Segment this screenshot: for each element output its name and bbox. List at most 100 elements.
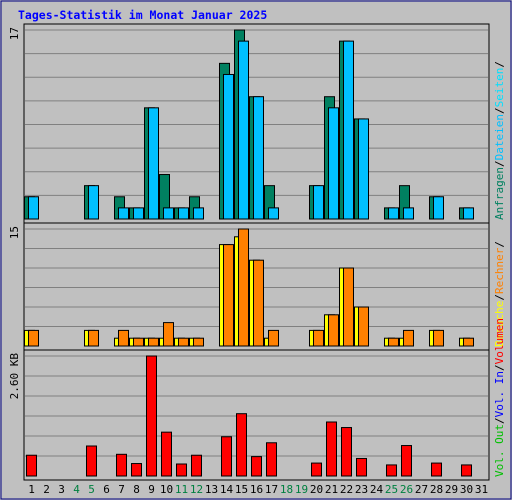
x-tick-label-day-12: 12 <box>190 483 203 496</box>
bar-rechner-day-16 <box>253 259 264 347</box>
side-legend-item: / <box>493 241 506 248</box>
bar-volumen-day-1 <box>26 454 37 477</box>
bar-rechner-day-22 <box>343 267 354 347</box>
panel-volume: 2.60 KB Vol. Out/Vol. In/Volumen <box>8 318 506 481</box>
side-legend-item: Volumen <box>493 318 506 364</box>
bar-volumen-day-26 <box>401 445 412 477</box>
x-tick-label-day-28: 28 <box>430 483 443 496</box>
x-tick-label-day-13: 13 <box>205 483 218 496</box>
bar-rechner-day-9 <box>148 337 159 347</box>
bar-rechner-day-1 <box>28 329 39 347</box>
bar-volumen-day-7 <box>116 453 127 477</box>
bar-rechner-day-12 <box>193 337 204 347</box>
x-axis: 1 2 3 4 5 6 7 8 9 10 11 12 13 14 15 16 17 18 19 20 21 22 23 24 2… <box>28 483 488 496</box>
bar-volumen-day-30 <box>461 464 472 477</box>
x-tick-label-day-24: 24 <box>370 483 384 496</box>
side-legend-item: / <box>493 61 506 68</box>
side-legend-item: / <box>493 364 506 371</box>
x-tick-label-day-29: 29 <box>445 483 458 496</box>
bar-dateien-day-25 <box>388 207 399 220</box>
x-tick-label-day-7: 7 <box>118 483 125 496</box>
bar-dateien-day-15 <box>238 40 249 220</box>
bar-rechner-day-25 <box>388 337 399 347</box>
x-tick-label-day-2: 2 <box>43 483 50 496</box>
x-tick-label-day-9: 9 <box>148 483 155 496</box>
bar-volumen-day-12 <box>191 454 202 477</box>
x-tick-label-day-3: 3 <box>58 483 65 496</box>
bar-dateien-day-9 <box>148 107 159 220</box>
panels-layer: 17Anfragen/Dateien/Seiten/15Besuche/Rech… <box>8 23 506 481</box>
side-legend-item: / <box>493 160 506 167</box>
bar-dateien-day-10 <box>163 207 174 220</box>
x-tick-label-day-5: 5 <box>88 483 95 496</box>
bar-volumen-day-17 <box>266 442 277 477</box>
x-tick-label-day-21: 21 <box>325 483 338 496</box>
x-tick-label-day-18: 18 <box>280 483 293 496</box>
x-tick-label-day-17: 17 <box>265 483 278 496</box>
side-legend-item: Seiten <box>493 68 506 108</box>
bar-dateien-day-16 <box>253 96 264 220</box>
bar-dateien-day-11 <box>178 207 189 220</box>
bar-dateien-day-21 <box>328 107 339 220</box>
bar-volumen-day-11 <box>176 463 187 477</box>
bar-volumen-day-23 <box>356 457 367 477</box>
bar-dateien-day-28 <box>433 196 444 220</box>
bar-rechner-day-8 <box>133 337 144 347</box>
x-tick-label-day-16: 16 <box>250 483 263 496</box>
panel-max-label: 17 <box>8 27 21 40</box>
x-tick-label-day-31: 31 <box>475 483 488 496</box>
x-tick-label-day-22: 22 <box>340 483 353 496</box>
side-legend: Vol. Out/Vol. In/Volumen <box>493 318 506 477</box>
bar-dateien-day-8 <box>133 207 144 220</box>
bar-volumen-day-5 <box>86 445 97 477</box>
bar-rechner-day-20 <box>313 329 324 347</box>
bar-rechner-day-10 <box>163 322 174 347</box>
bar-volumen-day-25 <box>386 464 397 477</box>
bar-rechner-day-15 <box>238 228 249 347</box>
bar-volumen-day-28 <box>431 462 442 477</box>
bar-dateien-day-5 <box>88 185 99 220</box>
x-tick-label-day-1: 1 <box>28 483 35 496</box>
bar-volumen-day-14 <box>221 436 232 477</box>
x-tick-label-day-4: 4 <box>73 483 80 496</box>
bar-dateien-day-20 <box>313 185 324 220</box>
side-legend-item: / <box>493 417 506 424</box>
side-legend-item: / <box>493 294 506 301</box>
bar-dateien-day-23 <box>358 118 369 220</box>
side-legend-item: Anfragen <box>493 167 506 220</box>
bar-dateien-day-30 <box>463 207 474 220</box>
side-legend-item: Besuche <box>493 301 506 347</box>
bar-dateien-day-14 <box>223 73 234 220</box>
x-tick-label-day-14: 14 <box>220 483 234 496</box>
bar-rechner-day-26 <box>403 329 414 347</box>
bar-dateien-day-26 <box>403 207 414 220</box>
side-legend: Anfragen/Dateien/Seiten/ <box>493 61 506 220</box>
x-tick-label-day-20: 20 <box>310 483 323 496</box>
panel-max-label: 2.60 KB <box>8 353 21 400</box>
x-tick-label-day-6: 6 <box>103 483 110 496</box>
x-tick-label-day-11: 11 <box>175 483 188 496</box>
bar-rechner-day-11 <box>178 337 189 347</box>
bar-rechner-day-5 <box>88 329 99 347</box>
x-tick-label-day-25: 25 <box>385 483 398 496</box>
bar-volumen-day-21 <box>326 421 337 477</box>
x-tick-label-day-15: 15 <box>235 483 248 496</box>
bar-dateien-day-22 <box>343 40 354 220</box>
bar-rechner-day-23 <box>358 306 369 347</box>
bar-rechner-day-21 <box>328 314 339 347</box>
bar-rechner-day-7 <box>118 329 129 347</box>
bar-rechner-day-30 <box>463 337 474 347</box>
side-legend-item: Rechner <box>493 247 506 294</box>
bar-volumen-day-8 <box>131 463 142 477</box>
side-legend-item: / <box>493 107 506 114</box>
x-tick-label-day-23: 23 <box>355 483 368 496</box>
x-tick-label-day-26: 26 <box>400 483 413 496</box>
bar-dateien-day-1 <box>28 196 39 220</box>
side-legend-item: Dateien <box>493 114 506 160</box>
x-tick-label-day-8: 8 <box>133 483 140 496</box>
bar-volumen-day-9 <box>146 355 157 477</box>
